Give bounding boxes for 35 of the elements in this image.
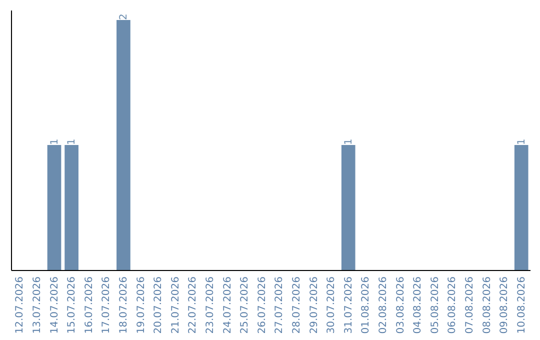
x-tick-label: 06.08.2026 bbox=[447, 276, 458, 334]
x-tick-label: 10.08.2026 bbox=[516, 276, 528, 334]
x-tick-label: 29.07.2026 bbox=[308, 276, 320, 334]
data-label: 1 bbox=[343, 138, 354, 145]
x-tick-label: 13.07.2026 bbox=[32, 276, 43, 334]
x-tick-label: 22.07.2026 bbox=[188, 276, 199, 334]
x-tick-label: 18.07.2026 bbox=[118, 276, 130, 334]
x-tick-label: 01.08.2026 bbox=[360, 276, 372, 334]
x-tick-label: 12.07.2026 bbox=[14, 276, 26, 334]
x-tick-label: 04.08.2026 bbox=[412, 276, 424, 334]
x-tick-label: 08.08.2026 bbox=[482, 276, 493, 334]
x-tick-label: 05.08.2026 bbox=[430, 276, 441, 334]
x-tick-label: 16.07.2026 bbox=[84, 276, 95, 334]
x-tick-label: 30.07.2026 bbox=[326, 276, 338, 334]
x-tick-label: 19.07.2026 bbox=[136, 276, 147, 334]
x-tick-label: 07.08.2026 bbox=[464, 276, 476, 334]
x-tick-label: 28.07.2026 bbox=[291, 276, 302, 334]
x-tick-label: 03.08.2026 bbox=[395, 276, 406, 334]
data-label: 1 bbox=[49, 138, 60, 145]
x-tick-label: 27.07.2026 bbox=[274, 276, 286, 334]
data-label: 1 bbox=[516, 138, 528, 145]
x-tick-label: 09.08.2026 bbox=[499, 276, 510, 334]
x-tick-label: 15.07.2026 bbox=[66, 276, 78, 334]
x-tick-label: 21.07.2026 bbox=[170, 276, 182, 334]
x-tick-label: 24.07.2026 bbox=[222, 276, 234, 334]
x-tick-label: 26.07.2026 bbox=[256, 276, 268, 334]
data-label: 2 bbox=[118, 14, 130, 20]
data-label: 1 bbox=[66, 138, 78, 145]
x-tick-label: 14.07.2026 bbox=[49, 276, 60, 334]
x-tick-label: 17.07.2026 bbox=[101, 276, 112, 334]
x-tick-label: 20.07.2026 bbox=[153, 276, 164, 334]
x-tick-label: 31.07.2026 bbox=[343, 276, 354, 334]
x-tick-label: 23.07.2026 bbox=[204, 276, 216, 334]
x-tick-label: 25.07.2026 bbox=[240, 276, 251, 334]
x-tick-label: 02.08.2026 bbox=[378, 276, 389, 334]
